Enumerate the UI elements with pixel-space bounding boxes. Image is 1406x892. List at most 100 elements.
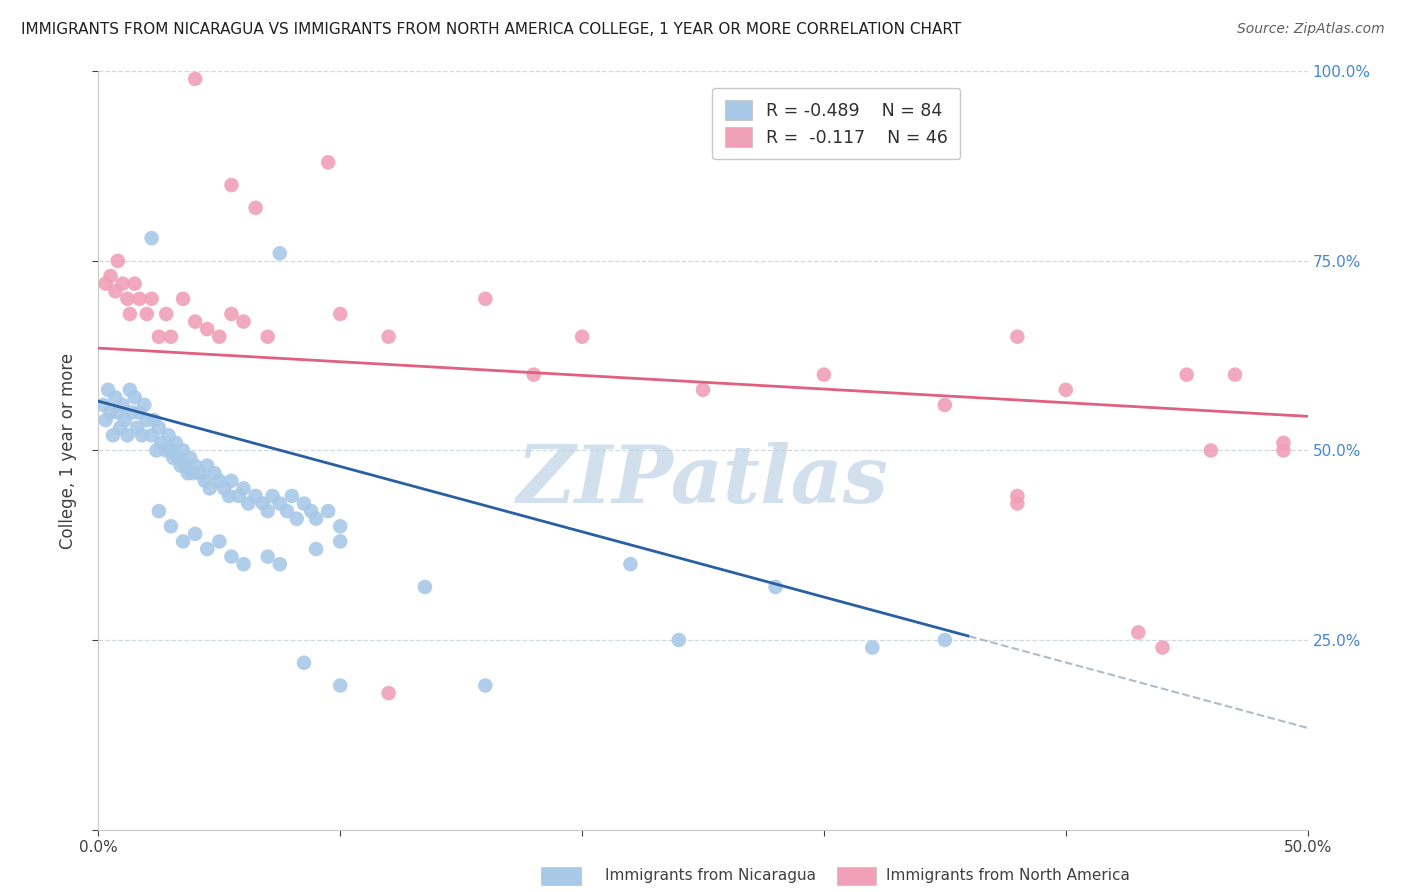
- Point: [141, 292, 163, 306]
- Point: [208, 330, 231, 344]
- Point: [127, 421, 149, 435]
- Point: [1272, 443, 1295, 458]
- Point: [121, 405, 143, 420]
- Point: [107, 405, 129, 420]
- Point: [177, 467, 200, 481]
- Point: [208, 474, 231, 488]
- Point: [692, 383, 714, 397]
- Point: [145, 443, 167, 458]
- Point: [329, 519, 352, 533]
- Point: [619, 557, 641, 572]
- Point: [232, 314, 254, 328]
- Point: [1152, 640, 1174, 655]
- Point: [276, 504, 298, 518]
- Point: [285, 512, 308, 526]
- Point: [299, 504, 322, 518]
- Point: [377, 686, 399, 700]
- Point: [117, 292, 139, 306]
- Point: [143, 413, 166, 427]
- Point: [184, 72, 207, 87]
- Point: [316, 504, 339, 518]
- Legend: R = -0.489    N = 84, R =  -0.117    N = 46: R = -0.489 N = 84, R = -0.117 N = 46: [713, 87, 960, 159]
- Point: [148, 421, 170, 435]
- Point: [104, 285, 127, 299]
- Point: [305, 542, 328, 557]
- Point: [118, 307, 141, 321]
- Point: [212, 482, 235, 496]
- Point: [934, 398, 956, 412]
- Point: [160, 443, 183, 458]
- Point: [135, 307, 157, 321]
- Point: [100, 269, 122, 284]
- Point: [860, 640, 883, 655]
- Point: [1128, 625, 1150, 640]
- Point: [1007, 489, 1029, 503]
- Point: [128, 405, 150, 420]
- Text: Immigrants from Nicaragua: Immigrants from Nicaragua: [605, 869, 815, 883]
- Point: [148, 330, 170, 344]
- Point: [256, 549, 278, 564]
- Point: [232, 482, 254, 496]
- Point: [329, 307, 352, 321]
- Point: [135, 413, 157, 427]
- Point: [1007, 496, 1029, 510]
- Point: [221, 474, 243, 488]
- Point: [169, 458, 191, 473]
- Point: [1175, 368, 1198, 382]
- Point: [252, 496, 274, 510]
- Point: [329, 678, 352, 692]
- Point: [195, 458, 218, 473]
- Point: [571, 330, 593, 344]
- Point: [256, 504, 278, 518]
- Point: [329, 534, 352, 549]
- Point: [221, 178, 243, 193]
- Point: [141, 231, 163, 245]
- Point: [174, 458, 197, 473]
- Point: [162, 451, 184, 466]
- Point: [218, 489, 240, 503]
- Point: [114, 413, 136, 427]
- Point: [204, 467, 226, 481]
- Point: [934, 633, 956, 648]
- Point: [97, 383, 120, 397]
- Point: [160, 330, 183, 344]
- Point: [281, 489, 304, 503]
- Point: [228, 489, 250, 503]
- Point: [813, 368, 835, 382]
- Point: [141, 428, 163, 442]
- Point: [107, 253, 129, 268]
- Point: [131, 428, 153, 442]
- Point: [117, 428, 139, 442]
- Point: [316, 155, 339, 169]
- Point: [118, 383, 141, 397]
- Point: [167, 451, 190, 466]
- Point: [413, 580, 436, 594]
- Point: [1007, 330, 1029, 344]
- Point: [155, 443, 177, 458]
- Point: [269, 557, 291, 572]
- Point: [94, 413, 117, 427]
- Point: [245, 201, 267, 215]
- Point: [128, 292, 150, 306]
- Point: [292, 656, 315, 670]
- Point: [134, 398, 156, 412]
- Point: [91, 398, 114, 412]
- Text: Immigrants from North America: Immigrants from North America: [886, 869, 1129, 883]
- Text: IMMIGRANTS FROM NICARAGUA VS IMMIGRANTS FROM NORTH AMERICA COLLEGE, 1 YEAR OR MO: IMMIGRANTS FROM NICARAGUA VS IMMIGRANTS …: [21, 22, 962, 37]
- Point: [474, 292, 496, 306]
- Point: [184, 314, 207, 328]
- Text: ZIPatlas: ZIPatlas: [517, 442, 889, 519]
- Point: [198, 482, 221, 496]
- Point: [160, 519, 183, 533]
- Point: [195, 542, 218, 557]
- Point: [1223, 368, 1246, 382]
- Point: [523, 368, 546, 382]
- Text: Source: ZipAtlas.com: Source: ZipAtlas.com: [1237, 22, 1385, 37]
- Point: [262, 489, 284, 503]
- Y-axis label: College, 1 year or more: College, 1 year or more: [59, 352, 77, 549]
- Point: [104, 391, 127, 405]
- Point: [124, 391, 146, 405]
- Point: [188, 467, 211, 481]
- Point: [157, 428, 180, 442]
- Point: [184, 526, 207, 541]
